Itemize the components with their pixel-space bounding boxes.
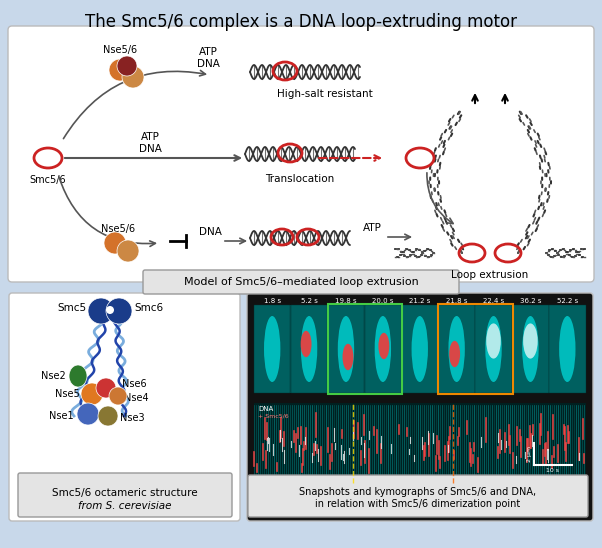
Text: Nse1: Nse1	[49, 411, 74, 421]
Text: Loop extrusion: Loop extrusion	[452, 270, 529, 280]
Text: Smc5: Smc5	[57, 303, 86, 313]
Circle shape	[77, 403, 99, 425]
Text: Smc5/6 octameric structure: Smc5/6 octameric structure	[52, 488, 198, 498]
Text: Smc5/6: Smc5/6	[29, 175, 66, 185]
Circle shape	[117, 56, 137, 76]
Ellipse shape	[559, 316, 576, 382]
Circle shape	[117, 240, 139, 262]
Circle shape	[81, 383, 103, 405]
Text: Nse5: Nse5	[55, 389, 80, 399]
Circle shape	[106, 306, 114, 314]
Ellipse shape	[264, 316, 281, 382]
Text: Nse5/6: Nse5/6	[101, 224, 135, 234]
FancyBboxPatch shape	[254, 403, 586, 483]
Text: Nse4: Nse4	[124, 393, 149, 403]
FancyBboxPatch shape	[365, 305, 401, 393]
FancyBboxPatch shape	[8, 26, 594, 282]
Text: 36.2 s: 36.2 s	[520, 298, 541, 304]
Text: Snapshots and kymographs of Smc5/6 and DNA,: Snapshots and kymographs of Smc5/6 and D…	[299, 487, 536, 497]
FancyBboxPatch shape	[247, 293, 593, 521]
Text: DNA: DNA	[258, 406, 273, 412]
Ellipse shape	[301, 316, 317, 382]
FancyBboxPatch shape	[438, 305, 475, 393]
Text: 1.8 s: 1.8 s	[264, 298, 281, 304]
Ellipse shape	[523, 323, 538, 358]
Circle shape	[106, 298, 132, 324]
FancyBboxPatch shape	[248, 475, 588, 517]
FancyBboxPatch shape	[512, 305, 548, 393]
Ellipse shape	[448, 316, 465, 382]
Circle shape	[98, 406, 118, 426]
Text: 22.4 s: 22.4 s	[483, 298, 504, 304]
Text: ATP: ATP	[362, 223, 382, 233]
FancyBboxPatch shape	[476, 305, 512, 393]
Text: Nse2: Nse2	[42, 371, 66, 381]
Text: Translocation: Translocation	[265, 174, 335, 184]
Text: 19.8 s: 19.8 s	[335, 298, 357, 304]
Text: 52.2 s: 52.2 s	[557, 298, 578, 304]
FancyBboxPatch shape	[143, 270, 459, 294]
Circle shape	[122, 66, 144, 88]
Text: 20.0 s: 20.0 s	[372, 298, 394, 304]
Text: The Smc5/6 complex is a DNA loop-extruding motor: The Smc5/6 complex is a DNA loop-extrudi…	[85, 13, 517, 31]
Ellipse shape	[449, 341, 460, 367]
FancyBboxPatch shape	[327, 305, 364, 393]
Text: Smc6: Smc6	[134, 303, 163, 313]
Ellipse shape	[485, 316, 501, 382]
Text: 2 μm: 2 μm	[527, 446, 532, 462]
Ellipse shape	[338, 316, 354, 382]
FancyBboxPatch shape	[254, 305, 290, 393]
Text: in relation with Smc5/6 dimerization point: in relation with Smc5/6 dimerization poi…	[315, 499, 521, 509]
Text: + Smc5/6: + Smc5/6	[258, 413, 288, 418]
Circle shape	[88, 298, 114, 324]
Circle shape	[109, 59, 131, 81]
Text: Model of Smc5/6–mediated loop extrusion: Model of Smc5/6–mediated loop extrusion	[184, 277, 418, 287]
Text: Nse5/6: Nse5/6	[103, 45, 137, 55]
Circle shape	[104, 232, 126, 254]
Text: 21.2 s: 21.2 s	[409, 298, 430, 304]
Text: Nse3: Nse3	[120, 413, 144, 423]
FancyBboxPatch shape	[18, 473, 232, 517]
Ellipse shape	[412, 316, 428, 382]
FancyBboxPatch shape	[9, 293, 240, 521]
Text: DNA: DNA	[199, 227, 222, 237]
Text: 10 s: 10 s	[547, 468, 559, 473]
Ellipse shape	[522, 316, 539, 382]
Text: ATP
DNA: ATP DNA	[138, 132, 161, 154]
Text: from S. cerevisiae: from S. cerevisiae	[78, 501, 172, 511]
FancyBboxPatch shape	[254, 305, 586, 393]
Ellipse shape	[486, 323, 501, 358]
Circle shape	[109, 387, 127, 405]
Text: 5.2 s: 5.2 s	[300, 298, 317, 304]
Ellipse shape	[69, 365, 87, 387]
Text: 21.8 s: 21.8 s	[446, 298, 467, 304]
Ellipse shape	[379, 333, 389, 359]
Text: Nse6: Nse6	[122, 379, 147, 389]
FancyBboxPatch shape	[291, 305, 327, 393]
Text: ATP
DNA: ATP DNA	[197, 47, 220, 69]
Ellipse shape	[343, 344, 353, 370]
FancyBboxPatch shape	[402, 305, 438, 393]
Ellipse shape	[374, 316, 391, 382]
Text: High-salt resistant: High-salt resistant	[277, 89, 373, 99]
Circle shape	[96, 378, 116, 398]
Ellipse shape	[300, 331, 312, 357]
FancyBboxPatch shape	[549, 305, 586, 393]
